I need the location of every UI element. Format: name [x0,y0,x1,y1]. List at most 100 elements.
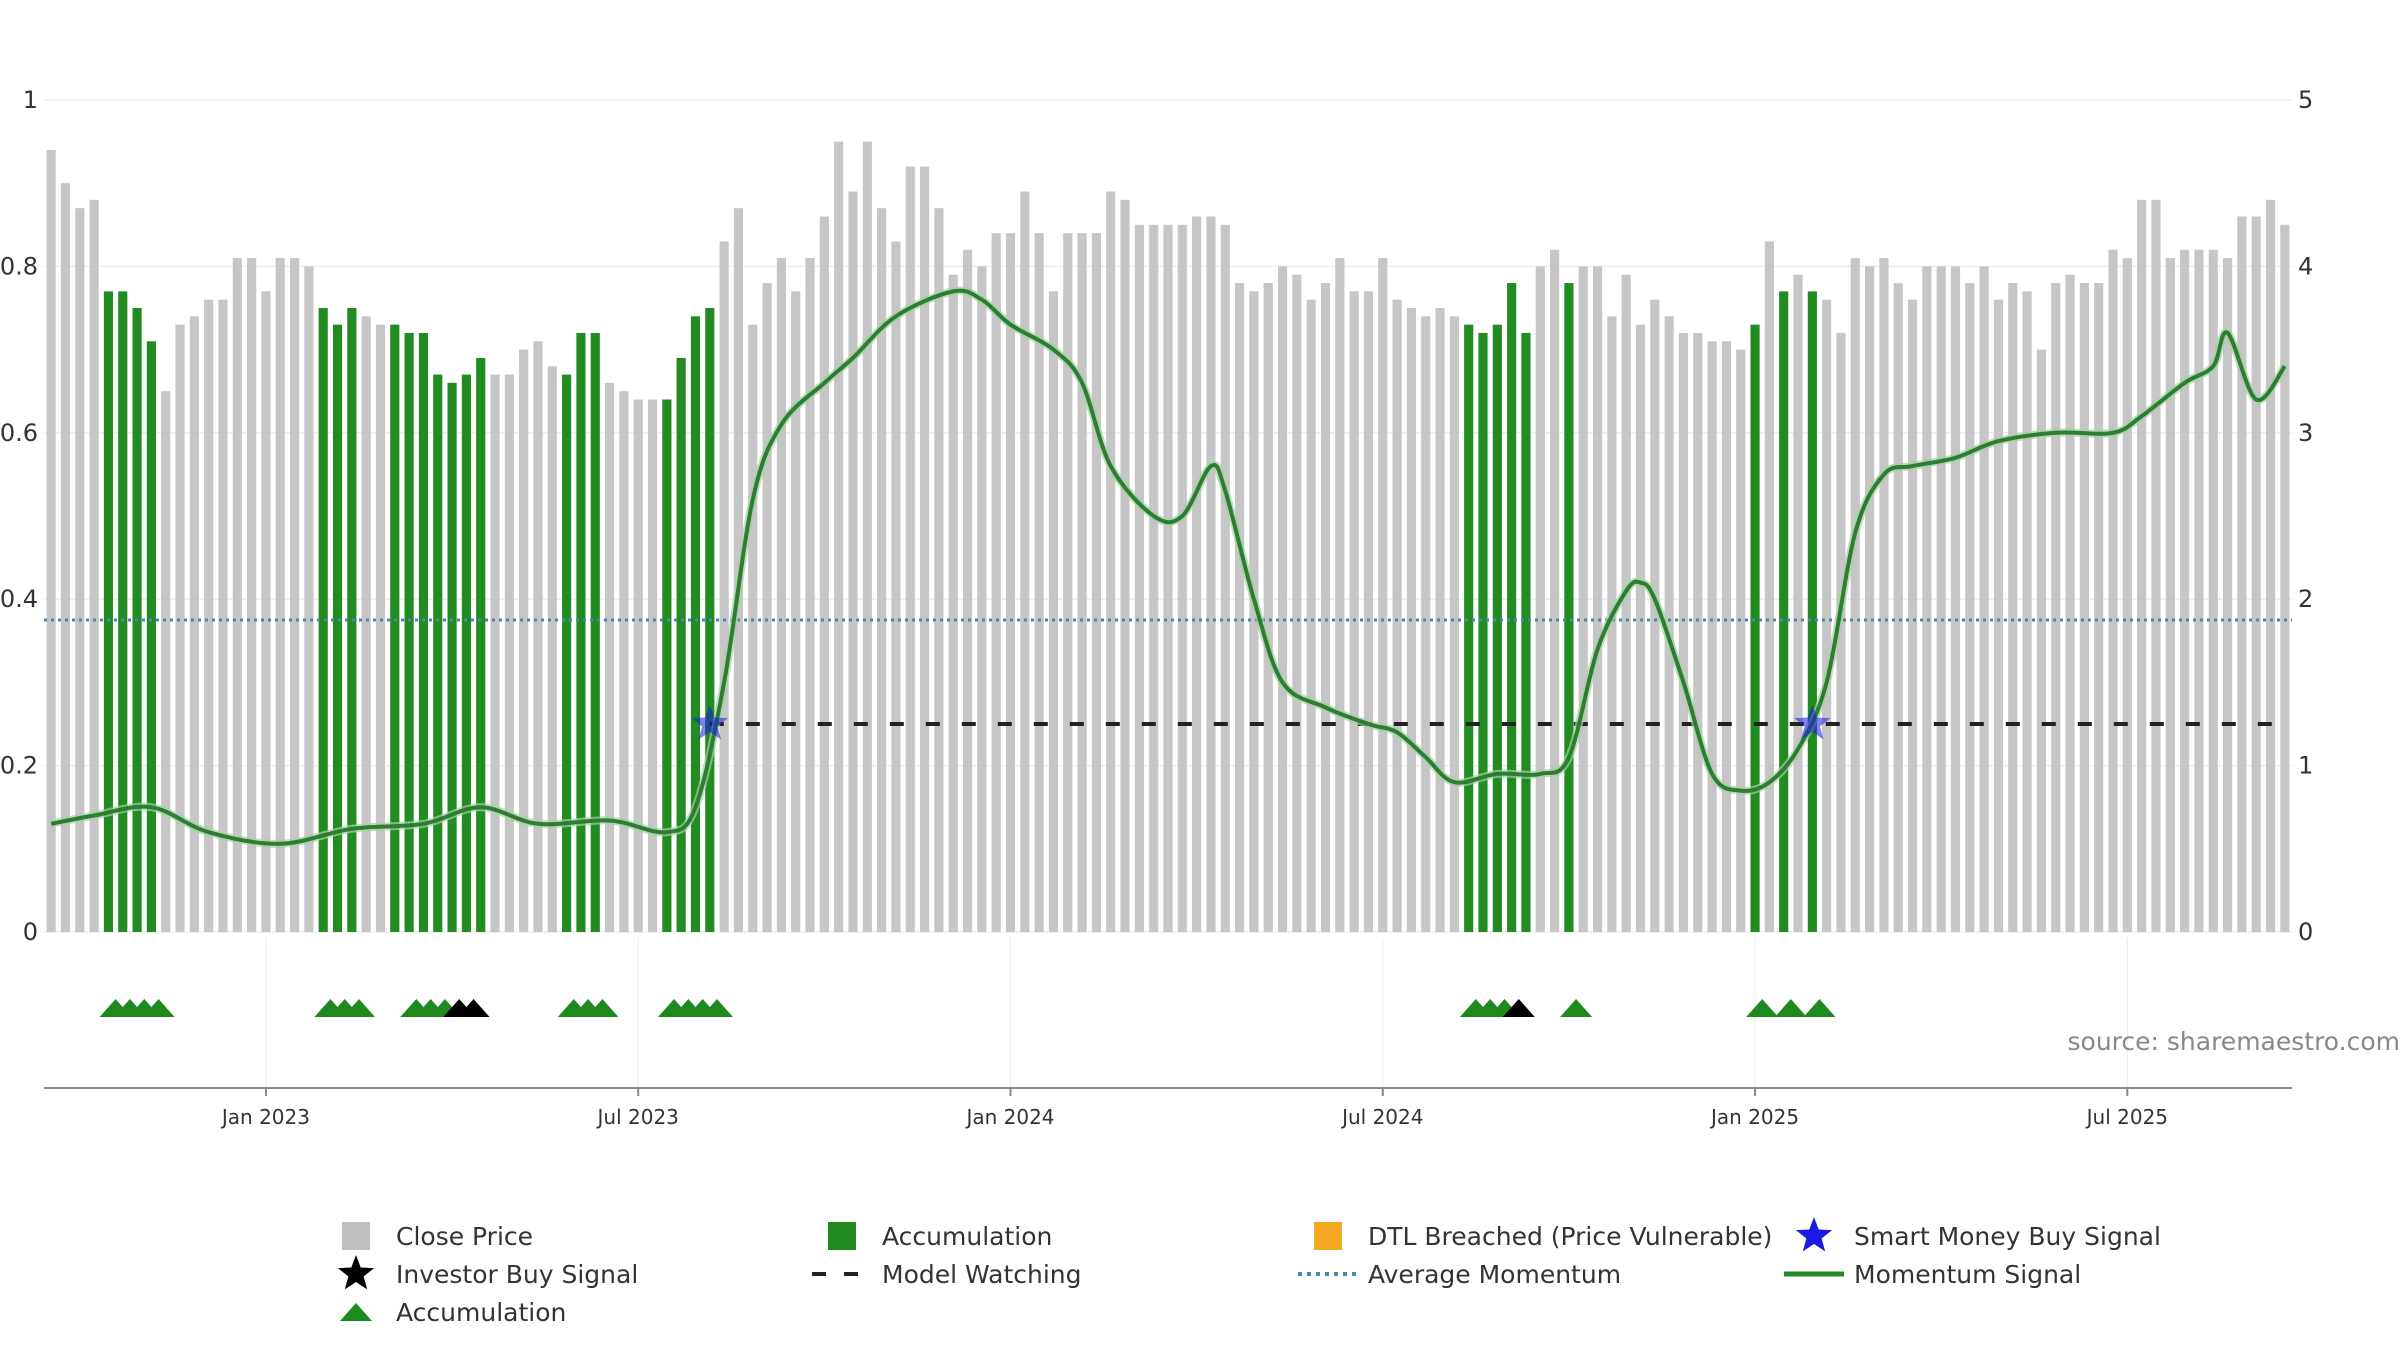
accumulation-bar [676,357,686,932]
close-price-bar [1378,258,1388,933]
accumulation-marker [1803,999,1836,1017]
close-price-bar [1149,224,1159,933]
close-price-bar [2237,216,2247,933]
close-price-bar [1736,349,1746,933]
close-price-bar [547,366,557,932]
close-price-bar [1592,266,1603,932]
close-price-bar [2194,249,2204,932]
close-price-bar [2222,258,2233,933]
accumulation-marker [1746,999,1779,1017]
x-axis-tick-label: Jul 2024 [1340,1105,1423,1129]
close-price-bar [289,258,300,933]
x-axis-tick-label: Jan 2025 [1709,1105,1799,1129]
close-price-bar [1950,266,1961,932]
close-price-bar [204,299,214,932]
close-price-bar [261,291,271,932]
close-price-bar [633,399,643,932]
close-price-bar [1306,299,1316,932]
right-axis-tick: 2 [2298,585,2313,613]
close-price-bar [60,183,71,932]
close-price-bar [1979,266,1989,932]
accumulation-bar [332,324,343,932]
close-price-bar [1349,291,1359,932]
close-price-bar [1335,258,1345,933]
accumulation-bar [1750,324,1760,932]
close-price-bar [1320,283,1331,932]
x-axis-tick-label: Jul 2023 [596,1105,679,1129]
close-price-bar [1922,266,1932,932]
legend-swatch [342,1222,370,1250]
legend-swatch [337,1255,375,1290]
close-price-bar [934,208,944,932]
accumulation-bar [690,316,701,932]
close-price-bar [647,399,658,932]
left-axis-tick: 0 [23,918,38,946]
close-price-bar [304,266,314,932]
close-price-bar [161,391,171,932]
close-price-bar [1936,266,1946,932]
price-bars [46,141,2290,933]
close-price-bar [920,166,930,932]
legend-label: DTL Breached (Price Vulnerable) [1368,1222,1772,1251]
close-price-bar [1721,341,1732,932]
close-price-bar [89,199,99,933]
close-price-bar [748,324,758,932]
accumulation-bar [662,399,672,932]
close-price-bar [762,283,772,932]
accumulation-marker [142,999,175,1017]
close-price-bar [877,208,887,932]
close-price-bar [1764,241,1774,932]
axes: 0 0.2 0.4 0.6 0.8 1 0 1 2 3 4 5 Jan 2023 Jul 2023 Jan … [0,86,2313,1129]
close-price-bar [218,299,228,932]
close-price-bar [1678,332,1689,933]
close-price-bar [2151,199,2161,933]
smart-money-star [691,705,728,740]
legend-label: Momentum Signal [1854,1260,2081,1289]
accumulation-bar [390,324,400,932]
accumulation-bar [418,332,429,933]
close-price-bar [1865,266,1875,932]
close-price-bar [2265,199,2276,933]
close-price-bar [1277,266,1288,932]
accumulation-bar [461,374,471,932]
close-price-bar [1091,233,1101,932]
left-axis-tick: 0.4 [0,585,38,613]
accumulation-marker [1560,999,1593,1017]
accumulation-bar [433,374,443,932]
close-price-bar [819,216,829,933]
close-price-bar [1235,283,1245,932]
close-price-bar [1192,216,1202,933]
close-price-bar [2251,216,2261,933]
close-price-bar [619,391,629,932]
left-axis-tick: 0.6 [0,419,38,447]
close-price-bar [1449,316,1459,932]
close-price-bar [1907,299,1918,932]
close-price-bar [1077,233,1087,932]
smart-money-star [1794,705,1831,740]
accumulation-bar [1807,291,1817,932]
close-price-bar [1220,224,1230,933]
close-price-bar [1850,258,1860,933]
close-price-bar [1535,266,1545,932]
close-price-bar [791,291,801,932]
accumulation-bar [1779,291,1789,932]
right-axis-tick: 5 [2298,86,2313,114]
close-price-bar [1177,224,1187,933]
close-price-bar [1793,274,1803,933]
accumulation-bar [118,291,128,932]
close-price-bar [75,208,85,932]
close-price-bar [1048,291,1059,932]
close-price-bar [1707,341,1717,932]
legend-swatch [1795,1217,1833,1252]
close-price-bar [2094,283,2104,932]
signal-strip [99,999,1836,1017]
left-axis-tick: 0.2 [0,752,38,780]
accumulation-bar [590,332,600,933]
close-price-bar [1893,283,1903,932]
close-price-bar [2051,283,2061,932]
source-label: source: sharemaestro.com [2068,1027,2400,1056]
close-price-bar [991,233,1001,932]
close-price-bar [1993,299,2004,932]
close-price-bar [719,241,729,932]
